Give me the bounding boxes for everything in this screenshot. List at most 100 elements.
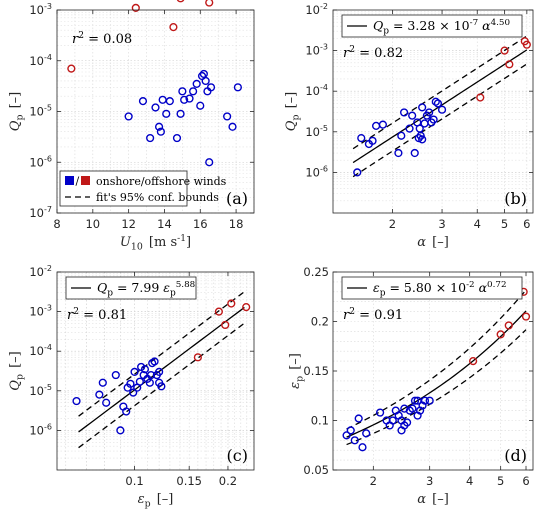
data-point [221,320,230,330]
y-axis-label: Qp [–] [8,92,26,131]
data-point [138,97,148,106]
y-tick-label: 10-2 [29,264,52,279]
axes-box [56,271,255,471]
x-axis-label: εp [–] [138,492,174,510]
x-tick-label: 0.2 [219,474,237,488]
data-point [416,131,425,140]
data-point [151,103,160,112]
x-tick-label: 2 [370,474,377,488]
data-point [98,378,107,387]
x-tick-label: 4 [466,474,473,488]
data-point [362,429,371,438]
x-axis-label: α [–] [417,492,449,507]
y-axis-label: Qp [–] [284,92,302,131]
data-point [155,367,164,377]
data-point [429,115,438,124]
data-point [176,109,185,118]
y-tick-label: 10-4 [29,53,52,68]
panel-label: (b) [504,189,527,208]
data-point [228,122,237,131]
y-tick-label: 0.25 [303,265,329,279]
y-tick-label: 0.2 [311,315,329,329]
data-point [146,370,156,380]
ticks: 2 3 4 5 6 0.05 0.1 0.15 0.2 0.25 [303,265,533,488]
r-squared-label: r2 = 0.91 [343,307,403,323]
data-point [425,396,434,405]
data-point [433,99,443,108]
data-point [201,76,210,86]
y-tick-label: 10-5 [305,124,328,139]
panel-d-chart: 2 3 4 5 6 0.05 0.1 0.15 0.2 0.25 α [–] εp [–] r2 = 0… [288,265,534,507]
x-tick-label: 5 [501,217,508,231]
y-tick-label: 10-6 [29,154,52,169]
data-point [185,94,194,103]
data-point [346,426,355,435]
data-point [468,357,478,366]
data-point [397,131,406,140]
data-point [388,416,397,425]
panel-label: (d) [504,446,527,465]
data-point [102,398,111,407]
r-squared-label: r2 = 0.81 [67,307,127,323]
data-point [425,108,434,117]
ticks: 2 3 4 5 6 10-6 10-5 10-4 10-3 10-2 [305,2,533,231]
fit-upper-bound [352,35,528,150]
data-point [205,158,214,167]
data-point [504,321,513,330]
x-axis-label: U10 [m s-1] [120,234,191,253]
x-tick-label: 2 [389,217,396,231]
data-point [408,404,417,413]
x-tick-label: 6 [523,217,530,231]
r-squared-label: r2 = 0.08 [72,31,132,47]
fit-legend-box [65,276,197,300]
data-point [400,404,409,413]
series-offshore [193,299,251,362]
data-point [357,133,366,143]
data-point [192,79,201,88]
x-tick-label: 3 [426,474,433,488]
data-point [505,60,514,69]
fit-legend-box [341,14,523,38]
data-point [116,426,125,435]
data-point [437,105,447,114]
data-point [431,97,440,106]
legend-markers-label: onshore/offshore winds [96,175,227,188]
fit-line [346,310,527,438]
data-point [145,378,154,387]
data-point [227,299,236,308]
data-point [242,302,251,312]
data-point [376,408,385,417]
x-tick-label: 0.15 [176,474,202,488]
data-point [350,436,359,445]
y-tick-label: 0.1 [311,414,329,428]
data-point [180,95,189,104]
ticks: 0.1 0.15 0.2 10-6 10-5 10-4 10-3 10-2 [29,264,254,488]
data-point [521,312,531,321]
legend-slash: / [76,175,80,188]
data-point [400,108,409,117]
data-point [67,64,76,73]
ticks: 8 10 12 14 16 18 10-7 10-6 10-5 10-4 10-3 [29,2,254,231]
r-squared-label: r2 = 0.82 [343,45,403,61]
data-point [368,136,377,145]
data-point [397,426,406,435]
data-point [111,370,120,380]
series-onshore [72,357,166,435]
y-axis-label: εp [–] [288,353,306,389]
data-point [150,357,159,366]
data-point [122,407,131,416]
data-point [130,367,139,377]
data-point [169,23,178,32]
data-point [172,133,182,143]
panel-label: (c) [227,446,248,465]
y-tick-label: 10-3 [29,304,52,319]
x-tick-label: 6 [522,474,529,488]
data-point [500,46,509,55]
data-point [124,112,133,121]
data-point [394,148,403,158]
data-point [165,97,174,106]
y-tick-label: 10-3 [305,43,328,58]
data-point [178,87,187,96]
panel-a-chart: 8 10 12 14 16 18 10-7 10-6 10-5 10-4 10-3 U10 [m s-… [8,0,255,253]
series-onshore [353,97,447,177]
